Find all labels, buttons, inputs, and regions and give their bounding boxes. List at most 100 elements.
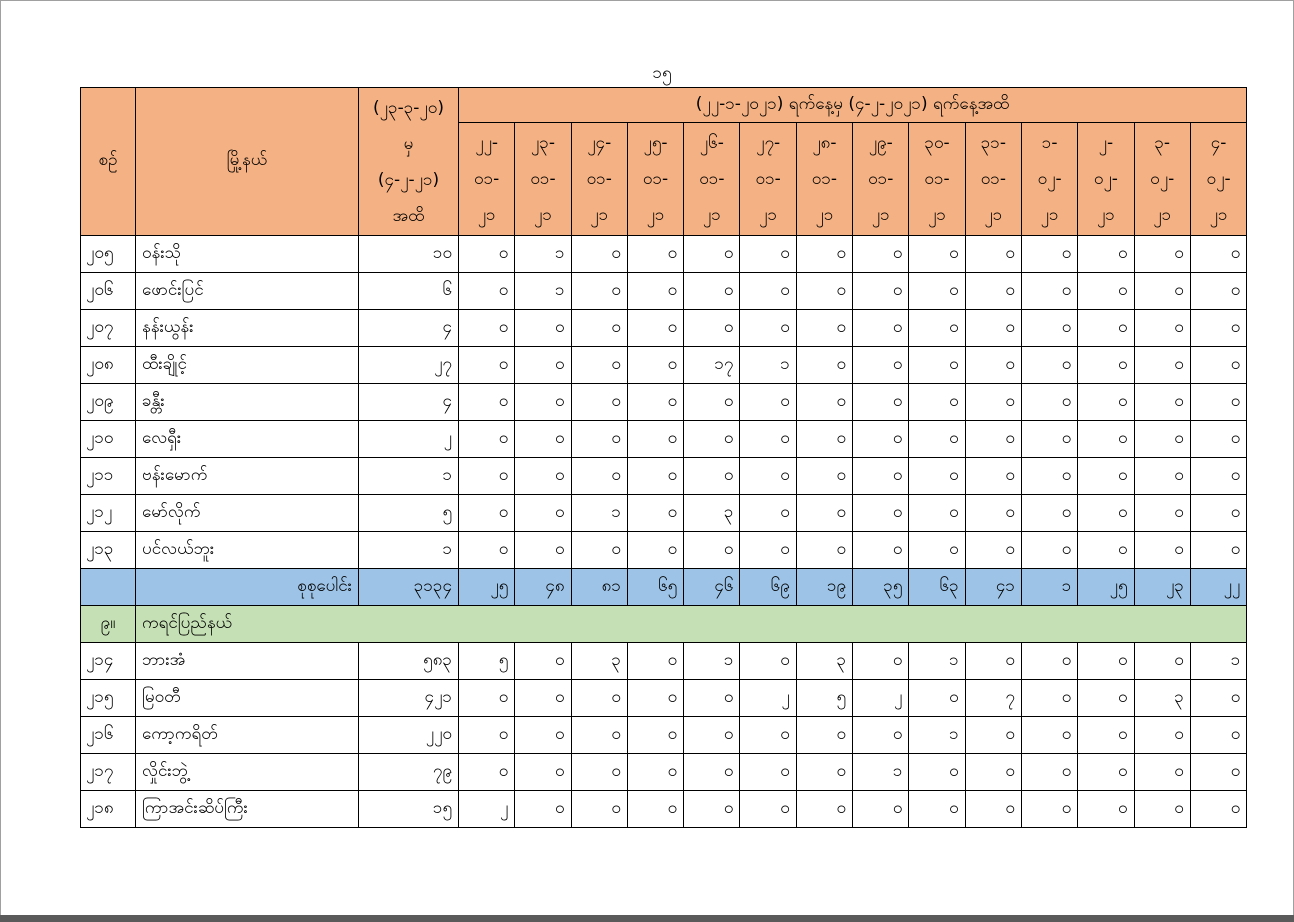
cell-daily: ၀ <box>626 531 685 569</box>
cell-daily: ၀ <box>908 679 966 717</box>
cell-daily: ၂ <box>457 790 516 828</box>
table-row: ၂၀၅ ဝန်းသို ၁၀၀၁၀၀၀၀၀၀၀၀၀၀၀၀ <box>80 235 1248 273</box>
cell-sn: ၂၀၅ <box>80 235 136 273</box>
total-row: စုစုပေါင်း ၃၁၃၄ ၂၅ ၄၈ ၈၁ ၆၅ ၄၆ ၆၉ ၁၉ ၃၅ ၆၃ ၄၁၁၂၅ ၂၃၂… <box>80 568 1248 606</box>
cell-daily: ၀ <box>1133 790 1191 828</box>
total-daily: ၆၉ <box>739 568 797 606</box>
cell-daily: ၀ <box>1189 494 1248 532</box>
cell-daily: ၀ <box>739 457 797 495</box>
cell-daily: ၀ <box>1020 494 1079 532</box>
cell-daily: ၀ <box>908 272 966 310</box>
header-date: ၃- ၀၂- ၂၁ <box>1133 122 1191 236</box>
date-part: ၃၀- <box>924 133 950 153</box>
date-part: ၂၁ <box>1209 205 1228 225</box>
cell-daily: ၀ <box>457 716 516 754</box>
cell-township: ကြာအင်းဆိပ်ကြီး <box>135 790 359 828</box>
cell-daily: ၀ <box>739 383 797 421</box>
date-part: ၂၄- <box>587 133 612 153</box>
cell-daily: ၀ <box>795 235 854 273</box>
cell-daily: ၀ <box>1189 346 1248 384</box>
cell-daily: ၀ <box>570 383 628 421</box>
cell-sn: ၂၁၈ <box>80 790 136 828</box>
cell-daily: ၀ <box>457 420 516 458</box>
table-row: ၂၁၅ မြဝတီ ၄၂၁၀၀၀၀၀၂၅၂၀၇၀၀၃၀ <box>80 679 1248 717</box>
date-part: ၂၁ <box>1096 205 1115 225</box>
cell-daily: ၀ <box>852 716 910 754</box>
cell-daily: ၀ <box>457 346 516 384</box>
cell-daily: ၂ <box>852 679 910 717</box>
cell-daily: ၀ <box>908 531 966 569</box>
cell-daily: ၅ <box>457 642 516 680</box>
cell-daily: ၀ <box>795 346 854 384</box>
date-part: ၃- <box>1154 133 1171 153</box>
cell-daily: ၀ <box>1189 679 1248 717</box>
cell-daily: ၀ <box>570 235 628 273</box>
table-row: ၂၀၈ ထီးချိုင့် ၂၇၀၀၀၀၁၇၁၀၀၀၀၀၀၀၀ <box>80 346 1248 384</box>
cell-sn: ၂၁၂ <box>80 494 136 532</box>
cell-daily: ၀ <box>964 346 1022 384</box>
cell-daily: ၀ <box>739 494 797 532</box>
date-part: ၂- <box>1098 133 1114 153</box>
date-part: ၂၈- <box>812 133 837 153</box>
cell-daily: ၀ <box>683 531 741 569</box>
cell-daily: ၀ <box>1077 642 1135 680</box>
cell-daily: ၀ <box>852 790 910 828</box>
cell-daily: ၀ <box>1189 753 1248 791</box>
date-part: ၂၁ <box>477 205 496 225</box>
cell-township: ပင်လယ်ဘူး <box>135 531 359 569</box>
date-part: ၀၁- <box>811 169 838 189</box>
cell-daily: ၀ <box>1020 531 1079 569</box>
cell-daily: ၀ <box>626 753 685 791</box>
total-cumulative: ၃၁၃၄ <box>358 568 459 606</box>
cell-daily: ၀ <box>852 309 910 347</box>
cell-daily: ၁ <box>852 753 910 791</box>
cell-township: မော်လိုက် <box>135 494 359 532</box>
cell-daily: ၀ <box>908 457 966 495</box>
cell-daily: ၁ <box>739 346 797 384</box>
date-part: ၂၃- <box>530 133 555 153</box>
date-part: ၂၁ <box>815 205 834 225</box>
cell-daily: ၀ <box>457 753 516 791</box>
table-row: ၂၀၇ နန်းယွန်း၄၀၀၀၀၀၀၀၀၀၀၀၀၀၀ <box>80 309 1248 347</box>
date-part: ၀၁- <box>699 169 725 189</box>
header-date: ၃၀- ၀၁- ၂၁ <box>908 122 966 236</box>
total-daily: ၄၈ <box>514 568 572 606</box>
cell-daily: ၀ <box>739 235 797 273</box>
cell-daily: ၀ <box>570 309 628 347</box>
cell-daily: ၀ <box>570 457 628 495</box>
cell-daily: ၀ <box>795 420 854 458</box>
page-number: ၁၅ <box>652 63 672 83</box>
cell-daily: ၀ <box>626 272 685 310</box>
cell-sn: ၂၁၅ <box>80 679 136 717</box>
cell-cumulative: ၄၂၁ <box>358 679 459 717</box>
header-date: ၂၇- ၀၁- ၂၁ <box>739 122 797 236</box>
date-part: ၁- <box>1041 133 1058 153</box>
cell-daily: ၀ <box>514 346 572 384</box>
cell-daily: ၀ <box>570 272 628 310</box>
total-daily: ၃၅ <box>852 568 910 606</box>
cell-daily: ၀ <box>570 753 628 791</box>
cell-daily: ၀ <box>852 494 910 532</box>
total-daily: ၂၃ <box>1133 568 1191 606</box>
cell-daily: ၀ <box>1133 494 1191 532</box>
cell-sn: ၂၁၆ <box>80 716 136 754</box>
total-daily: ၄၁ <box>964 568 1022 606</box>
total-daily: ၆၅ <box>626 568 685 606</box>
cell-daily: ၀ <box>852 457 910 495</box>
cell-daily: ၀ <box>514 679 572 717</box>
cell-daily: ၀ <box>795 531 854 569</box>
cell-cumulative: ၅ <box>358 494 459 532</box>
cell-daily: ၀ <box>1133 309 1191 347</box>
cell-daily: ၀ <box>457 309 516 347</box>
header-date: ၂၉- ၀၁- ၂၁ <box>852 122 910 236</box>
cell-daily: ၀ <box>964 790 1022 828</box>
cell-daily: ၀ <box>795 494 854 532</box>
cell-daily: ၀ <box>1020 383 1079 421</box>
cell-daily: ၀ <box>1077 790 1135 828</box>
cell-daily: ၀ <box>1189 235 1248 273</box>
cell-daily: ၀ <box>457 679 516 717</box>
cell-daily: ၀ <box>626 420 685 458</box>
cell-daily: ၀ <box>1133 235 1191 273</box>
cell-daily: ၀ <box>852 235 910 273</box>
cell-sn: ၂၀၈ <box>80 346 136 384</box>
